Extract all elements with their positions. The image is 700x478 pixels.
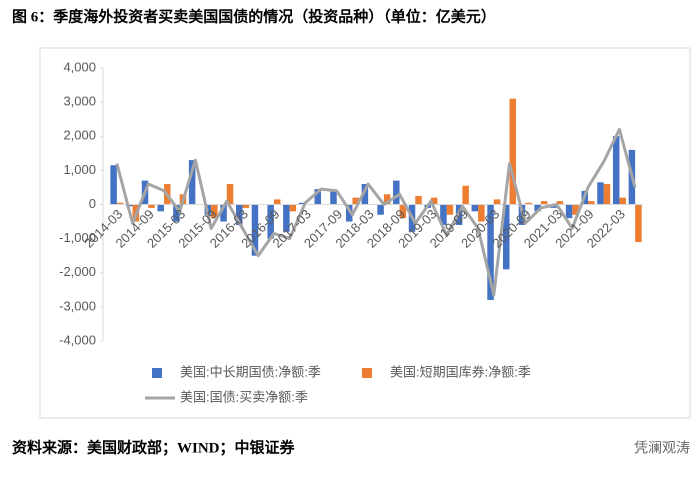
bar [487, 204, 494, 301]
line [115, 127, 637, 297]
bar [226, 184, 234, 205]
bar [377, 204, 384, 215]
bar [556, 201, 564, 205]
bar [540, 201, 548, 205]
bar [116, 202, 124, 205]
bar [267, 204, 274, 239]
watermark: 凭澜观涛 [634, 440, 690, 456]
y-tick-label: 1,000 [63, 162, 96, 177]
bar [220, 204, 227, 222]
legend-label: 美国:国债:买卖净额:季 [180, 389, 308, 404]
legend-swatch [152, 368, 162, 378]
bar [110, 165, 117, 205]
bar [148, 204, 155, 208]
bar [211, 204, 218, 219]
bar [383, 194, 391, 205]
y-tick-label: 2,000 [63, 128, 96, 143]
bar [330, 190, 337, 205]
bar [188, 160, 196, 205]
chart-title: 图 6：季度海外投资者买卖美国国债的情况（投资品种）（单位：亿美元） [12, 7, 496, 25]
bar [619, 197, 626, 205]
bar [361, 184, 369, 205]
y-tick-label: -2,000 [59, 264, 96, 279]
bar [597, 182, 604, 205]
legend-label: 美国:短期国库券:净额:季 [390, 364, 531, 379]
y-tick-label: 0 [89, 196, 96, 211]
bar [612, 136, 620, 205]
bar [236, 204, 243, 225]
bar [415, 195, 422, 205]
bar [157, 204, 164, 212]
bar [635, 204, 642, 243]
bar [603, 184, 611, 205]
y-tick-label: -1,000 [59, 230, 96, 245]
bar [345, 204, 353, 222]
bar [493, 199, 501, 205]
bar [565, 204, 573, 219]
legend-swatch [362, 368, 372, 378]
bar [298, 202, 306, 205]
legend-label: 美国:中长期国债:净额:季 [180, 364, 321, 379]
y-tick-label: 3,000 [63, 94, 96, 109]
bar [525, 202, 532, 205]
bar [173, 204, 180, 222]
bar [509, 98, 516, 205]
y-tick-label: 4,000 [63, 59, 96, 74]
bar [251, 204, 259, 256]
y-tick-label: -3,000 [59, 298, 96, 313]
bar [314, 189, 322, 205]
bar [471, 204, 479, 212]
bar [503, 204, 510, 270]
bar [430, 197, 438, 205]
bar [462, 185, 469, 205]
bar [572, 204, 579, 215]
bar [446, 204, 454, 215]
bar [273, 199, 281, 205]
bar [399, 204, 407, 219]
bar [440, 204, 447, 225]
bar [393, 180, 400, 205]
y-tick-label: -4,000 [59, 332, 96, 347]
bar [352, 197, 359, 205]
bar [283, 204, 290, 232]
chart-frame [39, 47, 691, 419]
bar [534, 204, 541, 212]
bar [242, 204, 249, 208]
source: 资料来源：美国财政部；WIND；中银证券 [12, 438, 296, 456]
bar [289, 204, 297, 212]
bar [588, 201, 595, 205]
bar [478, 204, 485, 222]
